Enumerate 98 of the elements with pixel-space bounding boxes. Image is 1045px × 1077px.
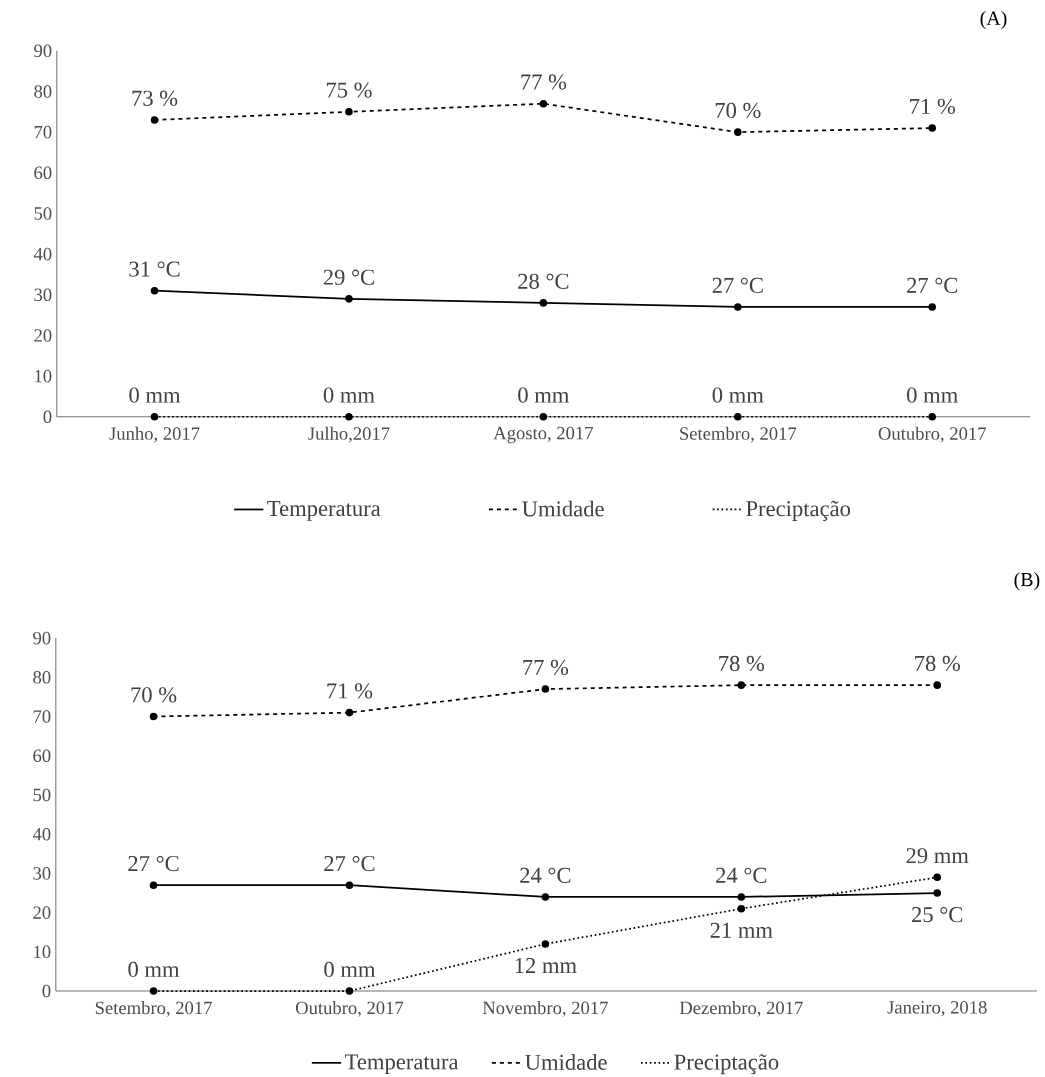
- point: [345, 987, 354, 995]
- chart-title: (B): [1014, 572, 1040, 591]
- y-tick-label: 50: [33, 788, 51, 802]
- point: [933, 889, 942, 897]
- data-label: 0 mm: [129, 387, 181, 403]
- y-tick-label: 60: [34, 166, 52, 180]
- data-label: 28 °C: [518, 273, 569, 289]
- x-tick-label: Dezembro, 2017: [680, 1001, 803, 1017]
- y-tick-label: 20: [34, 329, 52, 342]
- data-label: 12 mm: [515, 957, 577, 973]
- data-label: 0 mm: [712, 387, 764, 403]
- y-tick-label: 40: [34, 247, 52, 261]
- data-label: 27 °C: [712, 277, 763, 293]
- x-tick-label: Setembro, 2017: [96, 1001, 213, 1017]
- point: [345, 295, 353, 303]
- data-label: 0 mm: [907, 387, 959, 403]
- y-tick-label: 40: [33, 827, 51, 841]
- legend-label: Umidade: [525, 1054, 607, 1070]
- y-tick-label: 10: [34, 945, 51, 959]
- x-tick-label: Setembro, 2017: [680, 426, 797, 443]
- data-label: 27 °C: [907, 277, 958, 293]
- x-tick-label: Outubro, 2017: [878, 426, 987, 443]
- point: [149, 881, 158, 889]
- point: [734, 303, 742, 311]
- data-label: 29 mm: [906, 848, 969, 864]
- point: [150, 412, 159, 421]
- y-tick-label: 80: [34, 85, 52, 98]
- point: [150, 116, 159, 124]
- data-label: 27 °C: [128, 855, 179, 872]
- legend-label: Temperatura: [345, 1054, 459, 1075]
- y-tick-label: 20: [33, 906, 51, 919]
- data-label: 77 %: [523, 659, 569, 676]
- data-label: 75 %: [327, 82, 372, 98]
- point: [933, 873, 942, 882]
- point: [928, 412, 937, 421]
- point: [345, 881, 354, 889]
- x-tick-label: Outubro, 2017: [296, 1001, 404, 1017]
- x-tick-label: Novembro, 2017: [483, 1001, 609, 1017]
- data-label: 25 °C: [912, 907, 963, 923]
- y-tick-label: 0: [42, 984, 51, 998]
- y-tick-label: 10: [35, 369, 52, 383]
- x-tick-label: Julho,2017: [308, 426, 390, 443]
- data-label: 0 mm: [324, 961, 376, 978]
- point: [928, 124, 937, 132]
- point: [539, 412, 548, 421]
- data-label: 0 mm: [323, 387, 375, 403]
- point: [150, 286, 159, 295]
- data-label: 77 %: [521, 74, 567, 90]
- data-label: 78 %: [719, 655, 765, 672]
- y-tick-label: 30: [34, 288, 52, 302]
- data-label: 24 °C: [520, 867, 571, 883]
- y-tick-label: 0: [43, 410, 52, 424]
- point: [539, 299, 548, 307]
- data-label: 21 mm: [710, 922, 773, 938]
- data-label: 73 %: [132, 90, 178, 106]
- data-label: 70 %: [131, 687, 177, 703]
- y-tick-label: 80: [33, 671, 51, 684]
- point: [345, 412, 353, 421]
- y-tick-label: 30: [33, 867, 51, 880]
- point: [541, 893, 550, 901]
- y-tick-label: 90: [34, 44, 52, 58]
- data-label: 78 %: [915, 655, 961, 672]
- point: [541, 685, 550, 693]
- y-tick-label: 50: [34, 207, 52, 220]
- point: [928, 303, 937, 311]
- point: [734, 128, 742, 136]
- legend-label: Preciptação: [674, 1054, 779, 1075]
- point: [345, 708, 354, 717]
- point: [149, 712, 158, 721]
- data-label: 70 %: [715, 102, 761, 119]
- data-label: 24 °C: [716, 867, 767, 883]
- point: [737, 681, 746, 689]
- data-label: 27 °C: [324, 855, 375, 872]
- x-tick-label: Janeiro, 2018: [887, 1001, 987, 1017]
- point: [345, 108, 353, 116]
- y-tick-label: 60: [33, 749, 51, 763]
- point: [734, 412, 742, 421]
- chart-title: (A): [980, 10, 1007, 29]
- data-label: 0 mm: [518, 387, 570, 403]
- y-tick-label: 70: [33, 710, 51, 723]
- data-label: 29 °C: [323, 269, 375, 285]
- legend-label: Temperatura: [267, 501, 381, 521]
- data-label: 71 %: [327, 683, 373, 699]
- point: [933, 681, 942, 689]
- data-label: 0 mm: [128, 961, 180, 978]
- point: [737, 893, 746, 901]
- legend-label: Umidade: [522, 500, 604, 517]
- data-label: 31 °C: [129, 261, 180, 277]
- y-tick-label: 70: [34, 125, 52, 139]
- x-tick-label: Junho, 2017: [109, 426, 200, 443]
- y-tick-label: 90: [33, 631, 51, 645]
- data-label: 71 %: [910, 98, 956, 115]
- legend-label: Preciptação: [746, 500, 851, 521]
- point: [737, 904, 746, 913]
- x-tick-label: Agosto, 2017: [493, 426, 594, 444]
- point: [541, 940, 550, 948]
- point: [149, 987, 158, 995]
- point: [539, 99, 548, 108]
